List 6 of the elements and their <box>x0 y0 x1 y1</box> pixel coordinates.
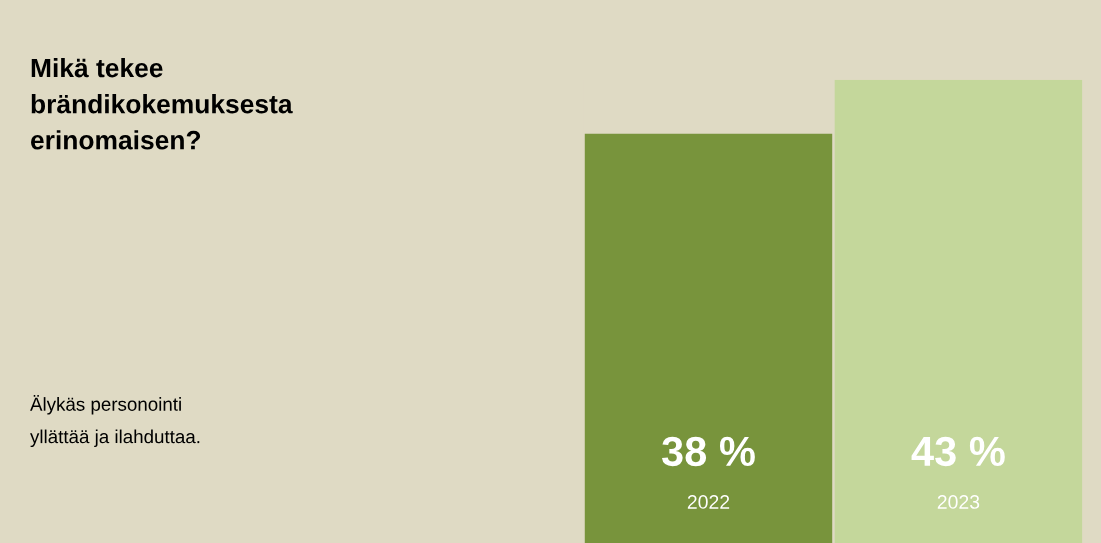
data-label: 43 % <box>911 436 1005 467</box>
data-label: 38 % <box>661 436 755 467</box>
text: Älykäs personointi yllättää ja ilahduttaa. <box>30 395 200 448</box>
x-tick-label: 2022 <box>687 495 730 509</box>
text: Mikä tekee brändikokemuksesta erinomaisen? <box>31 58 293 150</box>
x-tick-label: 2023 <box>937 495 980 509</box>
